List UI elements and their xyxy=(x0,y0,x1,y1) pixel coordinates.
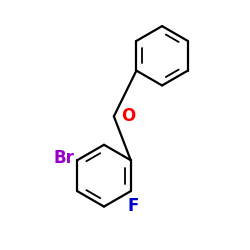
Text: Br: Br xyxy=(54,149,74,167)
Text: O: O xyxy=(121,107,136,125)
Text: F: F xyxy=(128,197,139,215)
